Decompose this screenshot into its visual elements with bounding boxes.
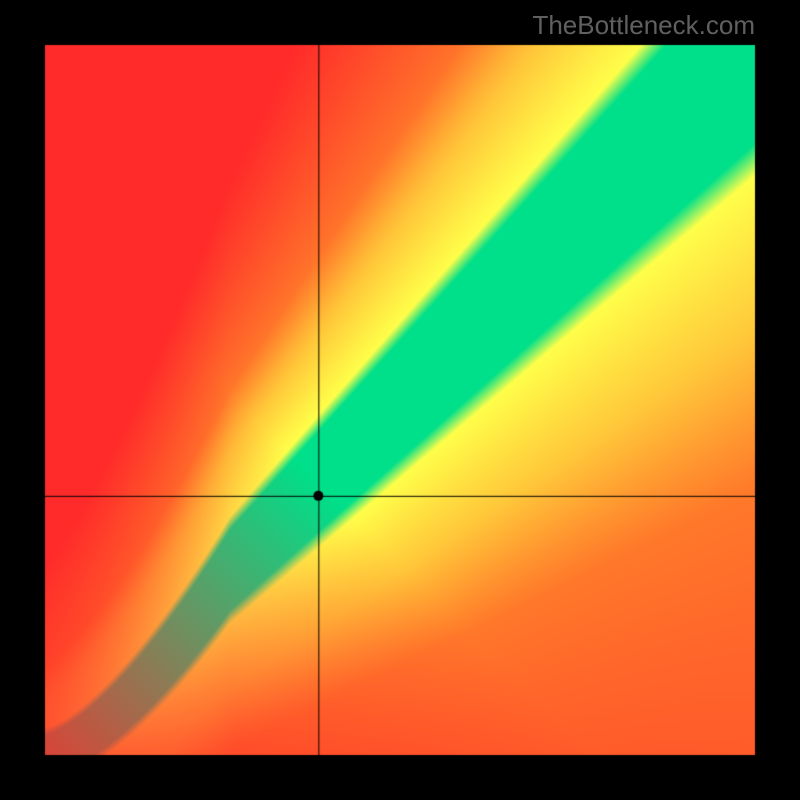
chart-container: { "watermark": { "text": "TheBottleneck.… [0, 0, 800, 800]
bottleneck-heatmap [0, 0, 800, 800]
watermark-text: TheBottleneck.com [532, 10, 755, 41]
